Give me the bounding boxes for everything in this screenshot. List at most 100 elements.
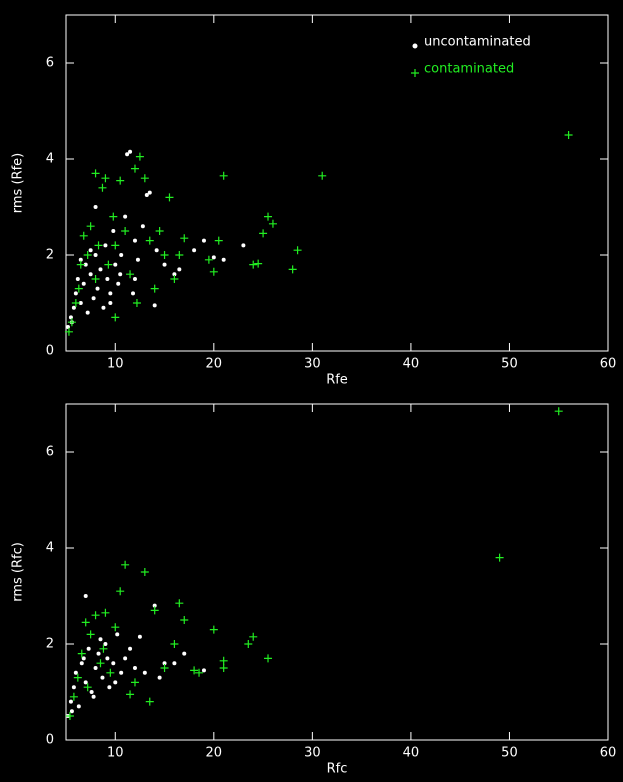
- point: [219, 171, 228, 180]
- x-tick-label: 20: [206, 746, 223, 761]
- point: [98, 267, 103, 272]
- point: [116, 176, 125, 185]
- point: [131, 291, 136, 296]
- point: [130, 164, 139, 173]
- point: [180, 616, 189, 624]
- x-axis-label: Rfc: [327, 762, 348, 777]
- point: [101, 608, 110, 617]
- point: [76, 260, 85, 269]
- point: [175, 251, 184, 259]
- point: [105, 656, 110, 661]
- point: [170, 640, 179, 648]
- point: [115, 632, 120, 637]
- x-tick-label: 20: [206, 357, 223, 372]
- point: [162, 661, 167, 666]
- point: [111, 229, 116, 233]
- point: [204, 255, 213, 264]
- x-tick-label: 10: [107, 357, 124, 372]
- point: [108, 301, 113, 305]
- point: [119, 253, 124, 257]
- point: [68, 699, 73, 704]
- point: [244, 640, 253, 648]
- point: [150, 606, 159, 615]
- point: [142, 670, 147, 675]
- point: [123, 214, 128, 219]
- point: [221, 257, 226, 262]
- point: [150, 284, 159, 293]
- point: [73, 673, 82, 682]
- legend-label: contaminated: [424, 62, 514, 77]
- point: [140, 224, 145, 229]
- point: [154, 248, 159, 253]
- point: [83, 680, 88, 685]
- point: [94, 241, 103, 250]
- point: [318, 171, 327, 180]
- point: [113, 680, 118, 685]
- point: [105, 277, 110, 281]
- point: [100, 675, 105, 680]
- y-tick-label: 4: [46, 152, 54, 167]
- point: [98, 637, 103, 642]
- x-tick-label: 60: [600, 746, 617, 761]
- x-tick-label: 50: [501, 357, 518, 372]
- point: [111, 313, 120, 322]
- point: [91, 275, 100, 283]
- y-axis-label: rms (Rfe): [11, 153, 26, 213]
- point: [79, 231, 88, 240]
- point: [268, 219, 277, 228]
- point: [211, 255, 216, 260]
- y-tick-label: 0: [46, 344, 54, 359]
- point: [140, 174, 149, 183]
- point: [98, 183, 107, 192]
- x-tick-label: 50: [501, 746, 518, 761]
- point: [118, 272, 123, 277]
- point: [73, 291, 78, 296]
- point: [116, 587, 125, 596]
- point: [288, 265, 297, 274]
- point: [182, 651, 187, 656]
- point: [91, 296, 96, 301]
- point: [160, 664, 169, 672]
- point: [259, 229, 268, 238]
- point: [93, 253, 98, 257]
- point: [165, 193, 174, 202]
- plot-frame: [65, 403, 609, 741]
- point: [214, 236, 223, 245]
- x-tick-label: 30: [304, 746, 321, 761]
- point: [121, 227, 130, 235]
- x-tick-label: 60: [600, 357, 617, 372]
- point: [209, 625, 218, 634]
- point: [76, 704, 81, 709]
- point: [83, 262, 88, 267]
- point: [209, 267, 218, 276]
- point: [81, 618, 90, 627]
- point: [111, 623, 120, 632]
- point: [101, 174, 110, 183]
- point: [254, 259, 263, 268]
- point: [145, 236, 154, 245]
- point: [144, 193, 149, 197]
- point: [78, 257, 83, 262]
- point: [109, 212, 118, 221]
- point: [172, 272, 177, 277]
- point: [113, 262, 118, 267]
- point: [137, 634, 142, 639]
- point: [71, 305, 76, 310]
- point: [69, 692, 78, 701]
- point: [111, 241, 120, 250]
- point: [293, 246, 302, 255]
- point: [106, 668, 115, 677]
- point: [135, 152, 144, 161]
- point: [264, 212, 273, 221]
- point: [91, 611, 100, 620]
- point: [201, 238, 206, 243]
- x-tick-label: 40: [403, 746, 420, 761]
- point: [73, 670, 78, 675]
- point: [93, 205, 98, 209]
- point: [69, 709, 74, 714]
- point: [495, 553, 504, 562]
- point: [175, 599, 184, 608]
- point: [147, 190, 152, 195]
- point: [103, 642, 108, 646]
